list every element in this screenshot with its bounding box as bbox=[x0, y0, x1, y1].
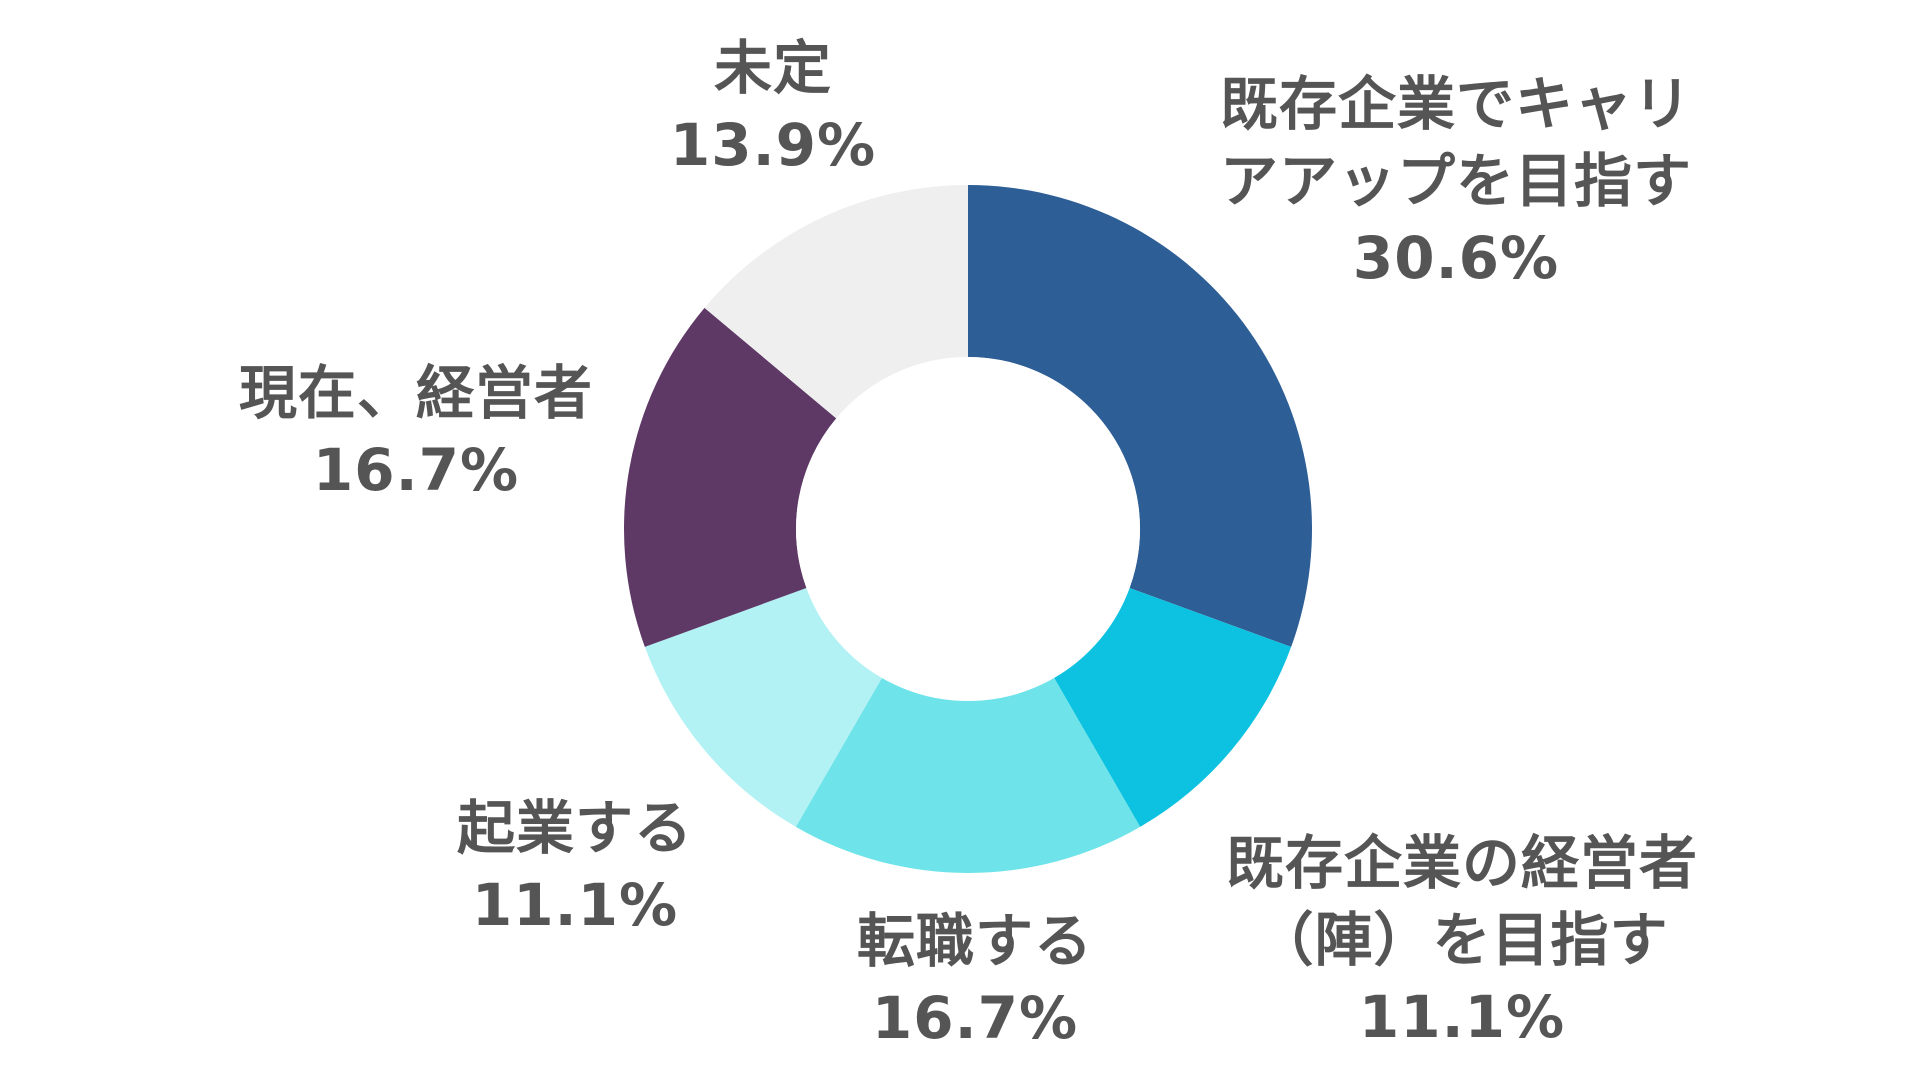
slice-1 bbox=[968, 185, 1312, 647]
slice-percent: 30.6% bbox=[1352, 224, 1560, 292]
slice-label-1: 既存企業でキャリ アアップを目指す 30.6% bbox=[1220, 66, 1692, 297]
slice-5 bbox=[624, 307, 837, 647]
slice-name-line: 未定 bbox=[713, 34, 832, 102]
slice-name-line: 転職する bbox=[856, 907, 1094, 975]
slice-label-4: 起業する 11.1% bbox=[457, 790, 693, 944]
slice-name-line: （陣）を目指す bbox=[1255, 906, 1669, 974]
slice-name-line: 現在、経営者 bbox=[238, 359, 594, 427]
slice-label-3: 転職する 16.7% bbox=[857, 903, 1093, 1057]
slice-4 bbox=[644, 587, 882, 827]
slice-name-line: 既存企業の経営者 bbox=[1225, 829, 1699, 897]
donut-hole bbox=[796, 357, 1140, 701]
slice-label-5: 現在、経営者 16.7% bbox=[239, 355, 593, 509]
slice-percent: 13.9% bbox=[669, 111, 877, 179]
slice-percent: 11.1% bbox=[1358, 983, 1566, 1051]
slice-label-6: 未定 13.9% bbox=[670, 30, 876, 184]
slice-name-line: 既存企業でキャリ bbox=[1219, 70, 1693, 138]
slice-name-line: アアップを目指す bbox=[1219, 147, 1693, 215]
slice-name-line: 起業する bbox=[456, 794, 694, 862]
slice-3 bbox=[795, 677, 1141, 873]
slice-6 bbox=[704, 185, 968, 419]
slice-percent: 16.7% bbox=[871, 984, 1079, 1052]
slice-label-2: 既存企業の経営者 （陣）を目指す 11.1% bbox=[1226, 825, 1698, 1056]
slice-percent: 11.1% bbox=[471, 871, 679, 939]
slice-2 bbox=[1054, 587, 1292, 827]
slice-percent: 16.7% bbox=[312, 436, 520, 504]
